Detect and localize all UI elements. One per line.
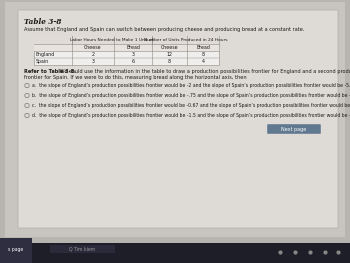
- Text: Refer to Table 3-8.: Refer to Table 3-8.: [24, 69, 76, 74]
- Text: 8: 8: [168, 59, 171, 64]
- Text: Cheese: Cheese: [161, 45, 178, 50]
- Text: s page: s page: [8, 247, 24, 252]
- Bar: [18, 10, 338, 228]
- Text: England: England: [36, 52, 55, 57]
- Bar: [34, 36, 219, 65]
- Text: 3: 3: [91, 59, 95, 64]
- Text: Cheese: Cheese: [84, 45, 102, 50]
- Text: Labor Hours Needed to Make 1 Unit of: Labor Hours Needed to Make 1 Unit of: [70, 38, 154, 42]
- Text: Q Tim kiem: Q Tim kiem: [69, 246, 95, 251]
- Text: Bread: Bread: [126, 45, 140, 50]
- Bar: [34, 44, 219, 51]
- Text: Bread: Bread: [196, 45, 210, 50]
- Text: Assume that England and Spain can switch between producing cheese and producing : Assume that England and Spain can switch…: [24, 27, 304, 32]
- Text: frontier for Spain. If we were to do this, measuring bread along the horizontal : frontier for Spain. If we were to do thi…: [24, 75, 247, 80]
- Bar: [5, 2, 345, 237]
- Text: d.  the slope of England’s production possibilities frontier would be -1.5 and t: d. the slope of England’s production pos…: [32, 113, 350, 118]
- Text: Table 3-8: Table 3-8: [24, 18, 61, 26]
- Text: Number of Units Produced in 24 Hours: Number of Units Produced in 24 Hours: [144, 38, 227, 42]
- Text: Spain: Spain: [36, 59, 49, 64]
- Text: 3: 3: [132, 52, 134, 57]
- Text: a.  the slope of England’s production possibilities frontier would be -2 and the: a. the slope of England’s production pos…: [32, 83, 350, 88]
- Text: 4: 4: [202, 59, 204, 64]
- Bar: [34, 36, 219, 44]
- Text: c.  the slope of England’s production possibilities frontier would be -0.67 and : c. the slope of England’s production pos…: [32, 103, 350, 108]
- Bar: [0, 243, 350, 263]
- Text: 6: 6: [132, 59, 134, 64]
- Text: We could use the information in the table to draw a production possibilities fro: We could use the information in the tabl…: [58, 69, 350, 74]
- Text: 2: 2: [91, 52, 95, 57]
- Text: b.  the slope of England’s production possibilities frontier would be -.75 and t: b. the slope of England’s production pos…: [32, 93, 350, 98]
- Text: 12: 12: [167, 52, 173, 57]
- Text: Next page: Next page: [281, 127, 307, 132]
- Text: 8: 8: [202, 52, 204, 57]
- Bar: [0, 238, 32, 263]
- Bar: [50, 245, 115, 253]
- FancyBboxPatch shape: [267, 124, 321, 134]
